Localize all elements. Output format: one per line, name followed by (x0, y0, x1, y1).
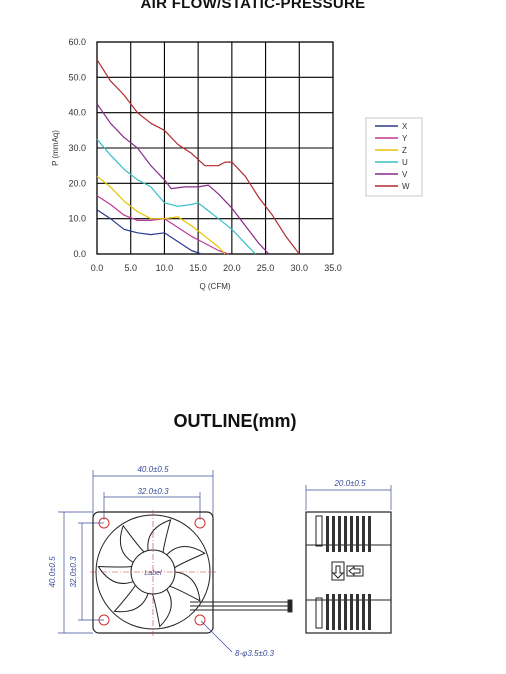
x-tick-label: 15.0 (189, 263, 207, 273)
x-tick-label: 25.0 (257, 263, 275, 273)
x-axis-label: Q (CFM) (199, 282, 230, 291)
fan-side-view (305, 485, 392, 634)
fan-blade (97, 565, 134, 584)
x-tick-label: 5.0 (124, 263, 137, 273)
chart-title: AIR FLOW/STATIC-PRESSURE (140, 0, 366, 12)
side-fin (350, 594, 353, 630)
y-tick-label: 0.0 (73, 249, 86, 259)
chart-area: 0.0 5.0 10.0 15.0 20.0 25.0 30.0 35.0 0.0 10.0 20… (51, 37, 423, 291)
legend-label-v: V (402, 170, 408, 179)
x-tick-label: 20.0 (223, 263, 241, 273)
y-tick-label: 60.0 (68, 37, 86, 47)
y-tick-label: 10.0 (68, 214, 86, 224)
y-tick-label: 20.0 (68, 178, 86, 188)
side-fin (332, 516, 335, 552)
airflow-arrow-box (331, 561, 345, 581)
side-clip-bottom (315, 597, 323, 629)
airflow-arrow-down-icon (331, 565, 345, 579)
series-line-w (96, 59, 300, 255)
series-line-u (96, 138, 256, 255)
series-line-y (96, 195, 229, 255)
rotation-arrow-box (346, 565, 364, 577)
dim-hole-pitch-v-label: 32.0±0.3 (69, 556, 78, 588)
x-tick-label: 0.0 (91, 263, 104, 273)
side-fin (338, 594, 341, 630)
outline-title: OUTLINE(mm) (173, 411, 297, 431)
fan-blade (151, 588, 172, 628)
x-tick-label: 35.0 (324, 263, 342, 273)
dim-width-label: 40.0±0.5 (137, 465, 169, 474)
legend-box (365, 117, 423, 197)
legend-label-z: Z (402, 146, 407, 155)
legend-label-y: Y (402, 134, 408, 143)
grid-lines (97, 42, 333, 254)
mount-hole-tl (98, 517, 110, 529)
rotation-arrow-left-icon (348, 565, 361, 577)
fan-blade (166, 546, 206, 569)
legend-label-x: X (402, 122, 408, 131)
side-fin (338, 516, 341, 552)
dim-depth-label: 20.0±0.5 (333, 479, 366, 488)
side-fin (356, 516, 359, 552)
series-line-v (96, 103, 270, 255)
y-axis-label: P (mmAq) (51, 130, 60, 166)
side-fin (368, 516, 371, 552)
side-fins-top (315, 515, 371, 552)
y-tick-labels: 0.0 10.0 20.0 30.0 40.0 50.0 60.0 (68, 37, 86, 259)
side-fin (326, 594, 329, 630)
fan-blade (119, 524, 145, 563)
side-frame (305, 511, 392, 634)
side-fins-bottom (315, 594, 371, 630)
x-tick-label: 10.0 (156, 263, 174, 273)
fan-front-view: Label (58, 470, 293, 653)
series-line-z (96, 175, 226, 255)
side-fin (332, 594, 335, 630)
hole-leader (200, 620, 233, 653)
side-fin (356, 594, 359, 630)
wire-end (287, 599, 293, 613)
mount-hole-bl (98, 614, 110, 626)
legend-label-w: W (402, 182, 410, 191)
series-line-x (96, 209, 202, 255)
fan-blades (97, 519, 206, 628)
legend-label-u: U (402, 158, 408, 167)
side-fin (344, 594, 347, 630)
y-tick-label: 30.0 (68, 143, 86, 153)
y-tick-label: 40.0 (68, 108, 86, 118)
mount-hole-tr (194, 517, 206, 529)
side-fin (350, 516, 353, 552)
dim-height-label: 40.0±0.5 (48, 556, 57, 588)
side-fin (344, 516, 347, 552)
x-tick-label: 30.0 (291, 263, 309, 273)
fan-blade (169, 571, 201, 602)
side-fin (362, 594, 365, 630)
x-tick-labels: 0.0 5.0 10.0 15.0 20.0 25.0 30.0 35.0 (91, 263, 342, 273)
dim-hole-pitch-label: 32.0±0.3 (137, 487, 169, 496)
side-clip-top (315, 515, 323, 547)
side-fin (368, 594, 371, 630)
y-tick-label: 50.0 (68, 72, 86, 82)
side-fin (362, 516, 365, 552)
fan-blade (147, 519, 172, 553)
dim-holes-label: 8-φ3.5±0.3 (235, 649, 275, 658)
mount-hole-br (194, 614, 206, 626)
series-lines (96, 59, 300, 255)
side-fin (326, 516, 329, 552)
fan-blade (113, 584, 149, 613)
